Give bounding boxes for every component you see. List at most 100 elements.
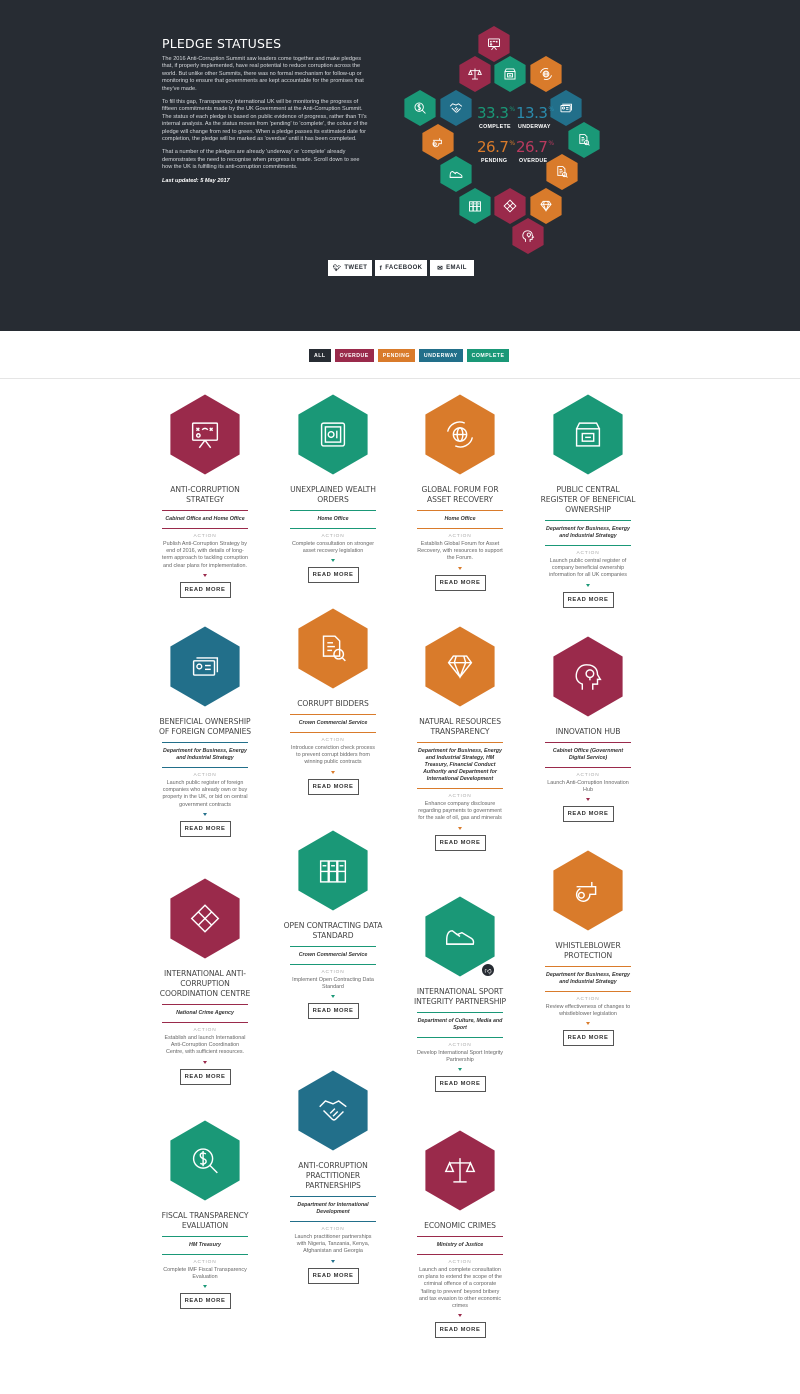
scales-hex xyxy=(459,56,491,92)
intro-text: PLEDGE STATUSES The 2016 Anti-Corruption… xyxy=(162,36,368,191)
pledge-hexagon[interactable] xyxy=(296,606,370,691)
divider xyxy=(0,378,800,379)
dept-divider xyxy=(290,732,376,733)
overdue-label: OVERDUE xyxy=(519,158,548,164)
read-more-button[interactable]: READ MORE xyxy=(434,1322,486,1339)
register-box-icon xyxy=(575,422,601,447)
read-more-button[interactable]: READ MORE xyxy=(307,778,359,795)
tweet-button[interactable]: 🐦︎ TWEET xyxy=(328,260,372,276)
pledge-title[interactable]: OPEN CONTRACTING DATA STANDARD xyxy=(283,921,383,940)
read-more-button[interactable]: READ MORE xyxy=(307,1267,359,1284)
pledge-hexagon[interactable] xyxy=(551,392,625,477)
underway-percent: 13.3% xyxy=(516,104,554,122)
pledge-action: Launch practitioner partnerships with Ni… xyxy=(294,1234,372,1255)
head-lightbulb-icon xyxy=(575,664,602,690)
read-more-button[interactable]: READ MORE xyxy=(179,820,231,837)
pledge-hexagon[interactable] xyxy=(296,828,370,913)
read-more-button[interactable]: READ MORE xyxy=(179,1293,231,1310)
globe-arrows-hex xyxy=(530,56,562,92)
pledge-title[interactable]: BENEFICIAL OWNERSHIP OF FOREIGN COMPANIE… xyxy=(158,717,252,736)
pending-label: PENDING xyxy=(481,158,508,164)
filter-complete[interactable]: COMPLETE xyxy=(466,349,510,362)
filter-all[interactable]: ALL xyxy=(309,349,331,362)
whistle-hex xyxy=(422,124,454,160)
pledge-hexagon[interactable] xyxy=(423,392,497,477)
facebook-button[interactable]: f FACEBOOK xyxy=(375,260,427,276)
read-more-button[interactable]: READ MORE xyxy=(307,1003,359,1020)
pledge-title[interactable]: UNEXPLAINED WEALTH ORDERS xyxy=(290,485,376,504)
pledge-hexagon[interactable] xyxy=(423,624,497,709)
action-label: ACTION xyxy=(448,1260,472,1265)
dept-divider xyxy=(290,1221,376,1222)
status-indicator xyxy=(586,798,590,802)
dept-divider xyxy=(162,1022,248,1023)
head-lightbulb-hex xyxy=(512,218,544,254)
handshake-hex xyxy=(440,90,472,126)
pledge-hexagon[interactable] xyxy=(296,1068,370,1153)
whistle-icon xyxy=(432,138,442,148)
pledge-department: Crown Commercial Service xyxy=(298,952,368,958)
read-more-button[interactable]: READ MORE xyxy=(307,567,359,584)
intro-paragraph-2: To fill this gap, Transparency Internati… xyxy=(162,99,368,143)
facebook-icon: f xyxy=(379,264,383,272)
pledge-department: Ministry of Justice xyxy=(436,1242,484,1248)
globe-arrows-icon xyxy=(446,421,474,448)
pledge-department: Cabinet Office (Government Digital Servi… xyxy=(552,748,624,761)
dept-divider xyxy=(417,1037,503,1038)
action-label: ACTION xyxy=(321,738,345,743)
dollar-magnifier-icon xyxy=(192,1148,218,1174)
pledge-card: CORRUPT BIDDERS Crown Commercial Service A… xyxy=(278,606,388,795)
status-indicator xyxy=(331,1259,335,1263)
pledge-hexagon[interactable] xyxy=(551,848,625,933)
pledge-title[interactable]: INNOVATION HUB xyxy=(555,727,621,736)
filter-underway[interactable]: UNDERWAY xyxy=(418,349,463,362)
diamond-hex xyxy=(530,188,562,224)
pledge-card: ANTI-CORRUPTION STRATEGY Cabinet Office a… xyxy=(150,392,260,598)
pledge-hexagon[interactable] xyxy=(168,876,242,961)
pledge-hexagon[interactable] xyxy=(168,392,242,477)
filter-overdue[interactable]: OVERDUE xyxy=(334,349,374,362)
pledge-title[interactable]: ANTI-CORRUPTION STRATEGY xyxy=(170,485,240,504)
pledge-title[interactable]: ECONOMIC CRIMES xyxy=(424,1221,496,1230)
pledge-action: Enhance company disclosure regarding pay… xyxy=(418,801,502,822)
pledge-title[interactable]: CORRUPT BIDDERS xyxy=(297,699,369,708)
pledge-title[interactable]: NATURAL RESOURCES TRANSPARENCY xyxy=(419,717,501,736)
pledge-title[interactable]: FISCAL TRANSPARENCY EVALUATION xyxy=(161,1211,249,1230)
sneaker-icon xyxy=(449,171,463,178)
read-more-button[interactable]: READ MORE xyxy=(562,591,614,608)
read-more-button[interactable]: READ MORE xyxy=(179,1068,231,1085)
id-cards-hex xyxy=(550,90,582,126)
pledge-title[interactable]: PUBLIC CENTRAL REGISTER OF BENEFICIAL OW… xyxy=(540,485,636,514)
pledge-hexagon[interactable] xyxy=(296,392,370,477)
status-indicator xyxy=(458,1314,462,1318)
document-search-icon xyxy=(579,134,590,146)
status-indicator xyxy=(203,812,207,816)
action-label: ACTION xyxy=(576,997,600,1002)
email-button[interactable]: ✉ EMAIL xyxy=(430,260,474,276)
pledge-card: UNEXPLAINED WEALTH ORDERS Home Office ACTI… xyxy=(278,392,388,584)
pledge-title[interactable]: INTERNATIONAL ANTI-CORRUPTION COORDINATI… xyxy=(159,969,251,998)
pledge-hexagon[interactable] xyxy=(423,1128,497,1213)
thumbs-down-icon: 👎︎ xyxy=(481,963,495,977)
pledge-hexagon[interactable]: 👎︎ xyxy=(423,894,497,979)
pledge-department: Crown Commercial Service xyxy=(298,720,368,726)
read-more-button[interactable]: READ MORE xyxy=(434,834,486,851)
pledge-action: Review effectiveness of changes to whist… xyxy=(545,1004,631,1018)
filter-pending[interactable]: PENDING xyxy=(377,349,415,362)
strategy-board-icon xyxy=(488,38,500,51)
read-more-button[interactable]: READ MORE xyxy=(179,581,231,598)
read-more-button[interactable]: READ MORE xyxy=(562,806,614,823)
title-divider xyxy=(545,966,631,967)
read-more-button[interactable]: READ MORE xyxy=(562,1030,614,1047)
read-more-button[interactable]: READ MORE xyxy=(434,574,486,591)
pledge-action: Complete IMF Fiscal Transparency Evaluat… xyxy=(163,1267,247,1281)
pledge-hexagon[interactable] xyxy=(168,1118,242,1203)
pledge-title[interactable]: GLOBAL FORUM FOR ASSET RECOVERY xyxy=(421,485,499,504)
read-more-button[interactable]: READ MORE xyxy=(434,1076,486,1093)
pledge-title[interactable]: ANTI-CORRUPTION PRACTITIONER PARTNERSHIP… xyxy=(298,1161,368,1190)
pledge-title[interactable]: INTERNATIONAL SPORT INTEGRITY PARTNERSHI… xyxy=(413,987,507,1006)
register-box-hex xyxy=(494,56,526,92)
pledge-hexagon[interactable] xyxy=(551,634,625,719)
pledge-title[interactable]: WHISTLEBLOWER PROTECTION xyxy=(555,941,621,960)
pledge-hexagon[interactable] xyxy=(168,624,242,709)
